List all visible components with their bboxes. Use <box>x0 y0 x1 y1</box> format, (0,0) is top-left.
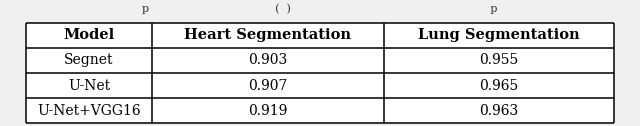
Text: Model: Model <box>63 28 115 42</box>
Text: Segnet: Segnet <box>64 53 114 68</box>
Bar <box>26 23 614 123</box>
Text: Lung Segmentation: Lung Segmentation <box>418 28 580 42</box>
Text: U-Net+VGG16: U-Net+VGG16 <box>37 104 141 118</box>
Text: 0.965: 0.965 <box>479 79 518 93</box>
Text: U-Net: U-Net <box>68 79 110 93</box>
Text: 0.955: 0.955 <box>479 53 518 68</box>
Text: p                                    (  )                                       : p ( ) <box>142 4 498 14</box>
Text: 0.963: 0.963 <box>479 104 518 118</box>
Text: Heart Segmentation: Heart Segmentation <box>184 28 351 42</box>
Text: 0.919: 0.919 <box>248 104 287 118</box>
Text: 0.907: 0.907 <box>248 79 287 93</box>
Text: 0.903: 0.903 <box>248 53 287 68</box>
